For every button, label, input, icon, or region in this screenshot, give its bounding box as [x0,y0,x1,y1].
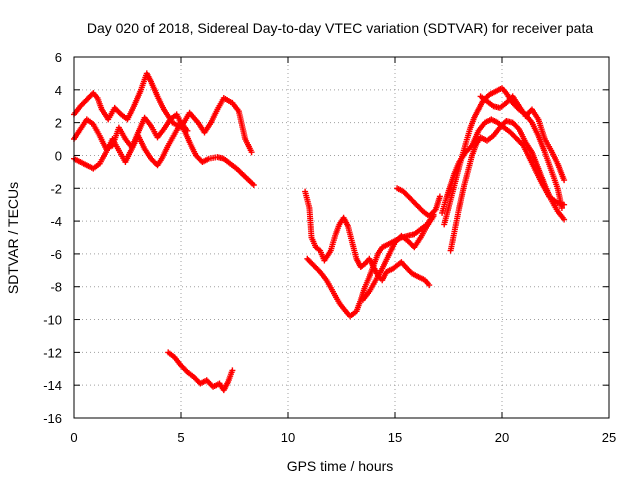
y-axis-ticks: -16 -14 -12 -10 -8 -6 -4 -2 0 2 4 6 [43,50,609,426]
x-tick-label: 0 [70,430,77,445]
series-trace [477,93,568,184]
series-trace [394,185,443,220]
series-trace [447,118,568,254]
y-tick-label: -8 [50,280,62,295]
y-tick-label: -6 [50,247,62,262]
chart-title: Day 020 of 2018, Sidereal Day-to-day VTE… [87,20,594,36]
series-trace [71,70,255,156]
y-tick-label: 0 [55,148,62,163]
series-trace [302,188,433,289]
x-tick-label: 5 [177,430,184,445]
y-tick-label: -10 [43,313,62,328]
x-tick-label: 20 [495,430,509,445]
data-points [71,70,568,394]
y-tick-label: 6 [55,50,62,65]
point-markers [477,93,568,184]
point-markers [439,116,568,216]
point-markers [165,349,236,394]
point-markers [302,188,433,289]
y-tick-label: -16 [43,411,62,426]
point-markers [71,70,255,156]
x-tick-label: 15 [388,430,402,445]
y-tick-label: -12 [43,345,62,360]
point-markers [71,119,191,172]
series-trace [439,116,568,216]
y-axis-label: SDTVAR / TECUs [5,182,21,294]
series-trace [71,119,191,172]
y-tick-label: -14 [43,378,62,393]
x-tick-label: 10 [281,430,295,445]
point-markers [359,213,437,303]
series-trace [165,349,236,394]
point-markers [447,118,568,254]
y-tick-label: -4 [50,214,62,229]
series-trace [359,213,437,303]
x-axis-label: GPS time / hours [287,458,394,474]
x-axis-ticks: 0 5 10 15 20 25 [70,57,616,445]
point-markers [394,185,443,220]
plot-frame [73,56,610,419]
y-tick-label: -2 [50,181,62,196]
y-tick-label: 2 [55,116,62,131]
x-tick-label: 25 [602,430,616,445]
y-tick-label: 4 [55,83,62,98]
grid-lines [74,57,609,418]
